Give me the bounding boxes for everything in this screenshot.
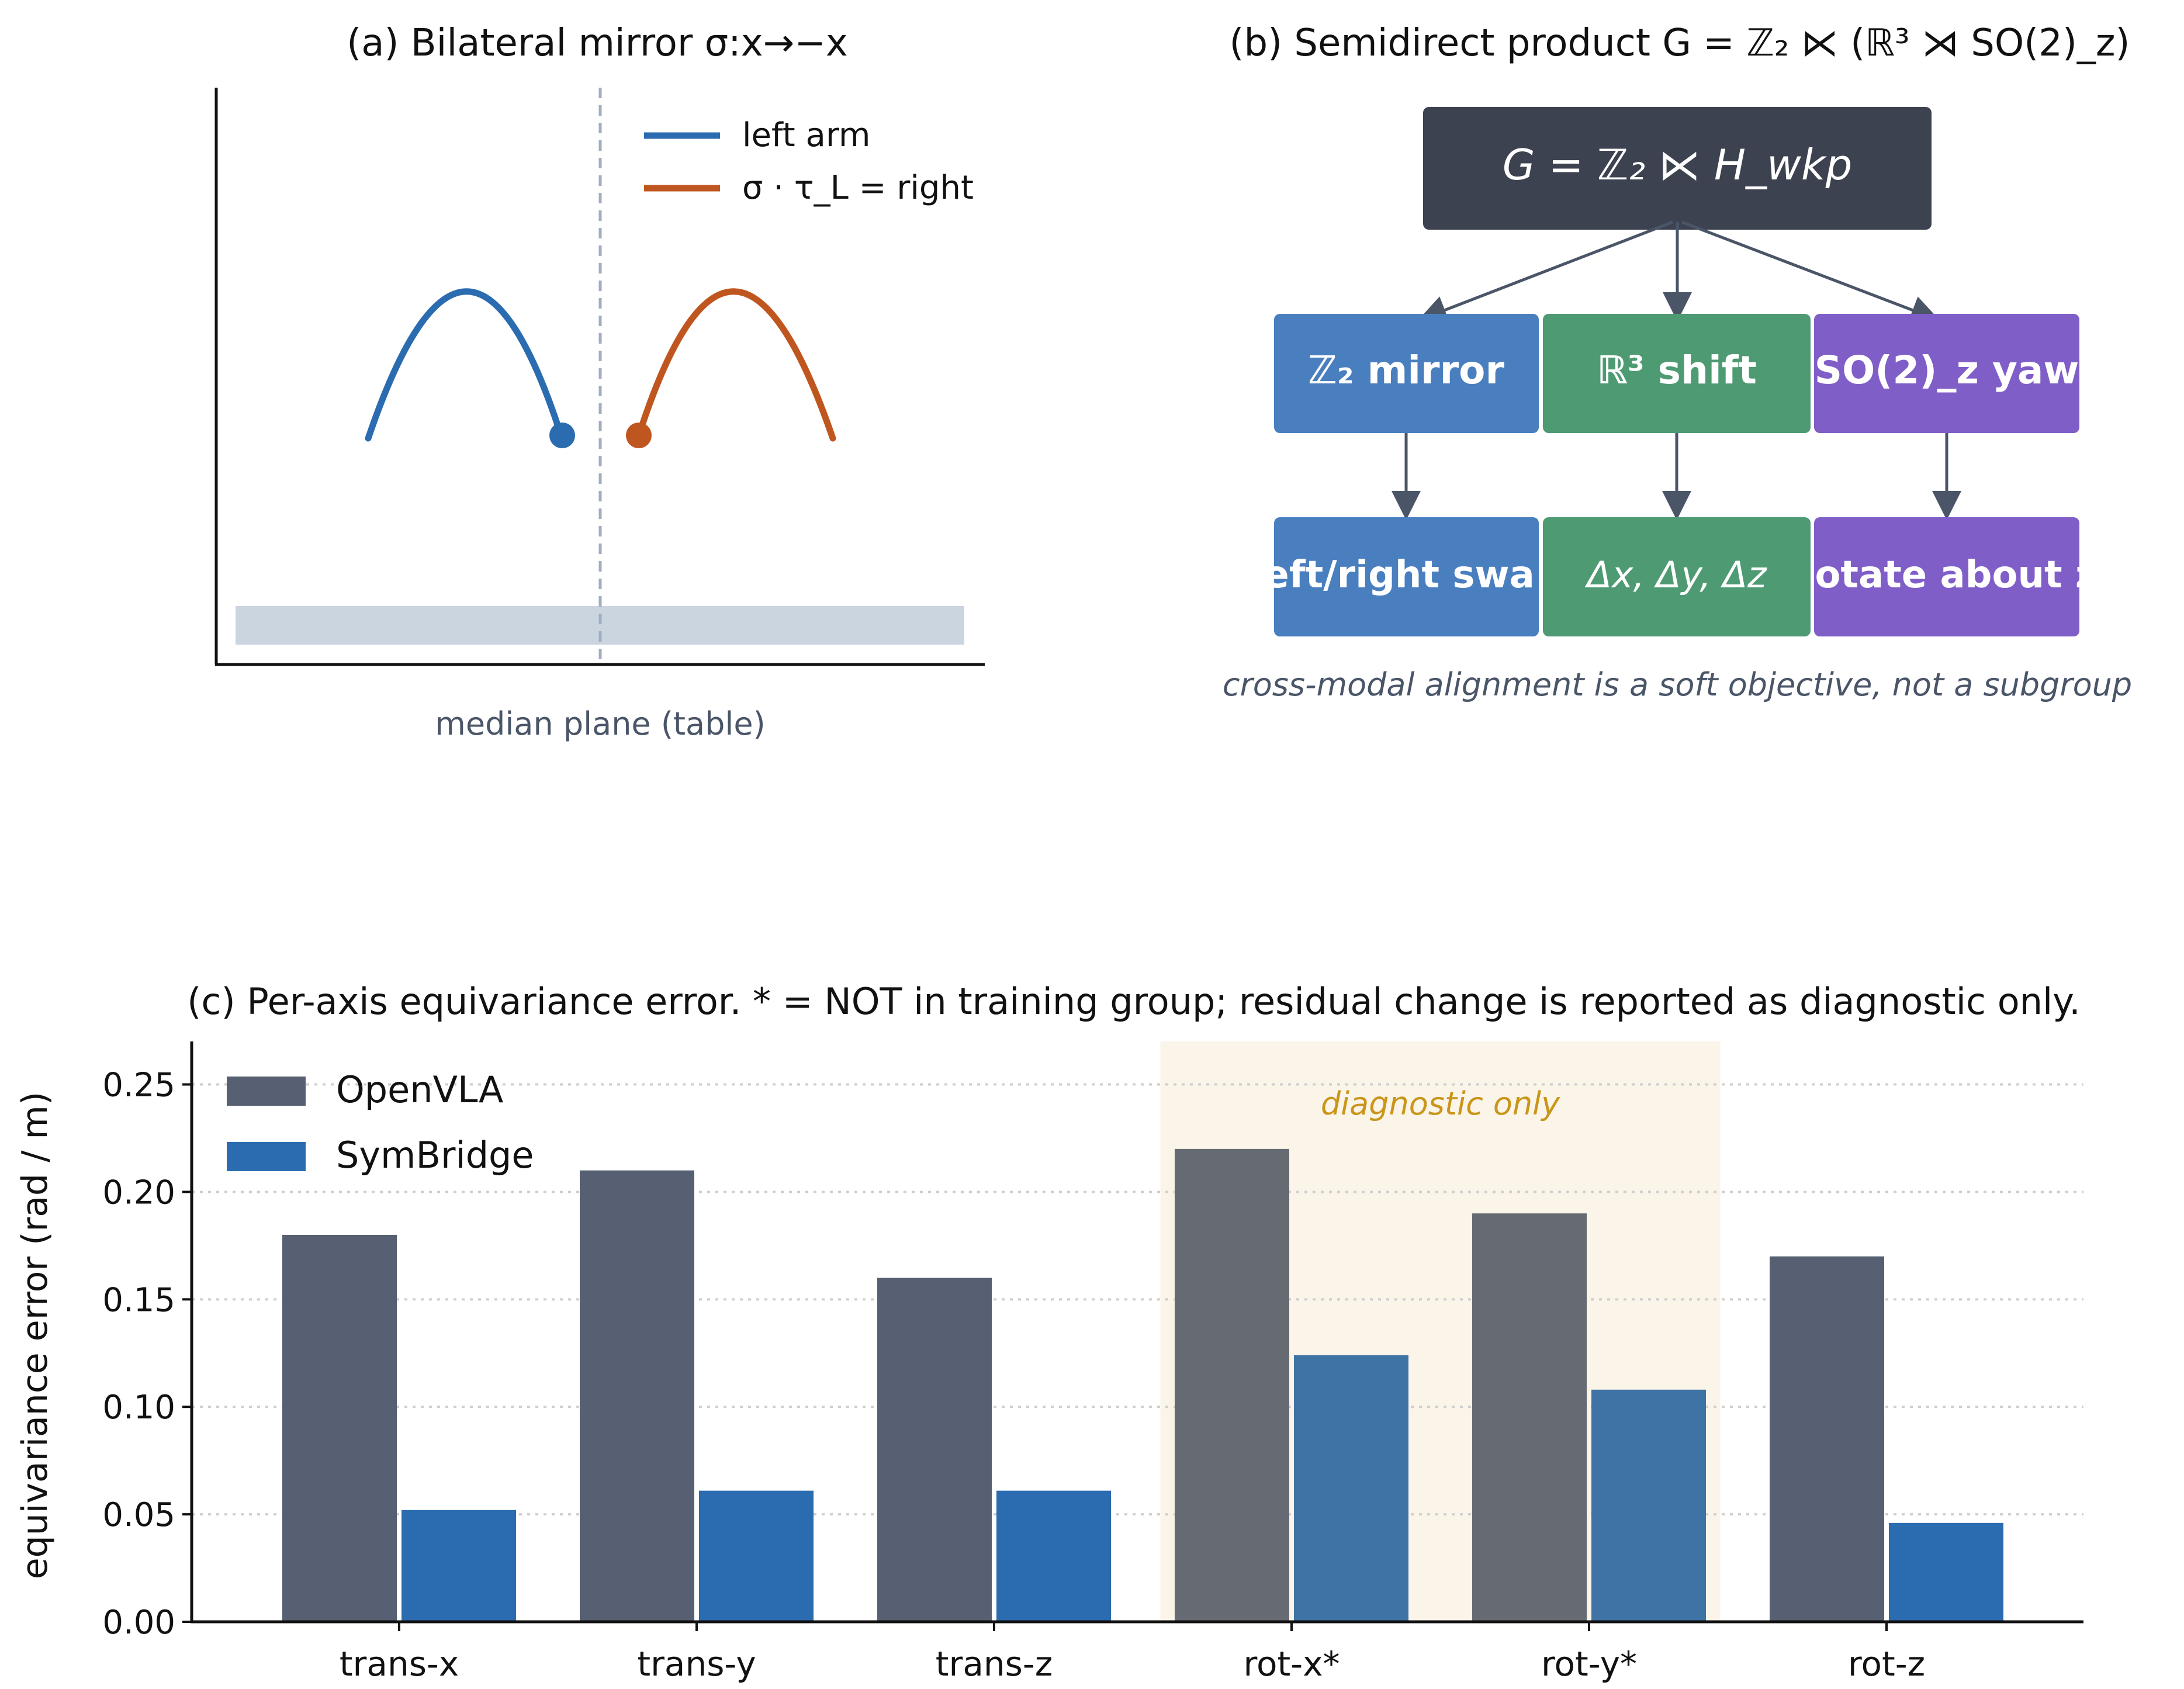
shift-node (1543, 314, 1811, 433)
legend-swatch-openvla (227, 1077, 306, 1106)
x-tick-label: trans-y (637, 1644, 756, 1684)
bar-openvla-trans-z (877, 1278, 992, 1622)
panel-c: (c) Per-axis equivariance error. * = NOT… (15, 980, 2083, 1684)
bar-symbridge-rot-z (1889, 1522, 2003, 1622)
y-tick-label: 0.20 (102, 1174, 175, 1212)
legend-left-arm-label: left arm (742, 116, 870, 154)
legend-swatch-symbridge (227, 1142, 306, 1171)
legend-right-arm-label: σ · τ_L = right (742, 169, 974, 207)
y-tick-label: 0.10 (102, 1389, 175, 1427)
y-axis-label: equivariance error (rad / m) (15, 1092, 56, 1580)
y-tick-label: 0.00 (102, 1604, 175, 1642)
bar-openvla-trans-x (282, 1235, 397, 1622)
chart-title: (c) Per-axis equivariance error. * = NOT… (187, 980, 2081, 1023)
left-arm-endpoint (549, 423, 575, 448)
swap-node (1274, 517, 1539, 636)
y-tick-label: 0.15 (102, 1281, 175, 1319)
x-tick-label: trans-x (340, 1644, 459, 1684)
right-arm-curve (635, 288, 836, 442)
x-tick-label: rot-x* (1243, 1644, 1340, 1684)
yaw-node (1814, 314, 2079, 433)
arrow-root-to-mirror (1417, 220, 1673, 324)
rotate-node (1814, 517, 2079, 636)
panel-a: (a) Bilateral mirror σ:x→−x left arm σ ·… (214, 22, 985, 742)
bar-symbridge-rot-xstar (1294, 1355, 1408, 1622)
x-tick-label: trans-z (936, 1644, 1053, 1684)
bar-openvla-trans-y (580, 1170, 694, 1622)
panel-b-title: (b) Semidirect product G = ℤ₂ ⋉ (ℝ³ ⋊ SO… (1230, 22, 2130, 65)
rotate-node-label: rotate about z (1797, 553, 2097, 597)
right-arm-endpoint (626, 423, 652, 448)
shift-node-label: ℝ³ shift (1597, 348, 1757, 393)
bar-symbridge-trans-z (996, 1490, 1111, 1622)
delta-node-label: Δx, Δy, Δz (1584, 553, 1767, 596)
yaw-node-label: SO(2)_z yaw (1815, 348, 2079, 393)
root-node (1423, 107, 1932, 230)
delta-node (1543, 517, 1811, 636)
bar-symbridge-trans-x (402, 1510, 516, 1622)
x-tick-label: rot-y* (1541, 1644, 1637, 1684)
legend-label-symbridge: SymBridge (336, 1134, 534, 1176)
mirror-node (1274, 314, 1539, 433)
panel-a-xlabel: median plane (table) (435, 705, 765, 742)
bar-symbridge-trans-y (699, 1490, 814, 1622)
x-tick-label: rot-z (1848, 1644, 1925, 1684)
bar-symbridge-rot-ystar (1591, 1389, 1706, 1622)
bar-openvla-rot-ystar (1472, 1213, 1587, 1622)
bar-openvla-rot-z (1770, 1256, 1884, 1622)
diagnostic-annotation: diagnostic only (1321, 1085, 1560, 1122)
swap-node-label: left/right swap (1251, 553, 1561, 597)
panel-b: (b) Semidirect product G = ℤ₂ ⋉ (ℝ³ ⋊ SO… (1223, 22, 2132, 703)
mirror-node-label: ℤ₂ mirror (1308, 348, 1505, 393)
panel-a-title: (a) Bilateral mirror σ:x→−x (347, 22, 847, 65)
root-node-label: G = ℤ₂ ⋉ H_wkp (1503, 140, 1853, 189)
left-arm-curve (365, 288, 565, 442)
panel-b-note: cross-modal alignment is a soft objectiv… (1223, 666, 2132, 703)
legend-label-openvla: OpenVLA (336, 1068, 503, 1111)
y-tick-label: 0.05 (102, 1496, 175, 1534)
bar-openvla-rot-xstar (1175, 1148, 1289, 1622)
arrow-root-to-yaw (1681, 220, 1940, 324)
y-tick-label: 0.25 (102, 1067, 175, 1105)
